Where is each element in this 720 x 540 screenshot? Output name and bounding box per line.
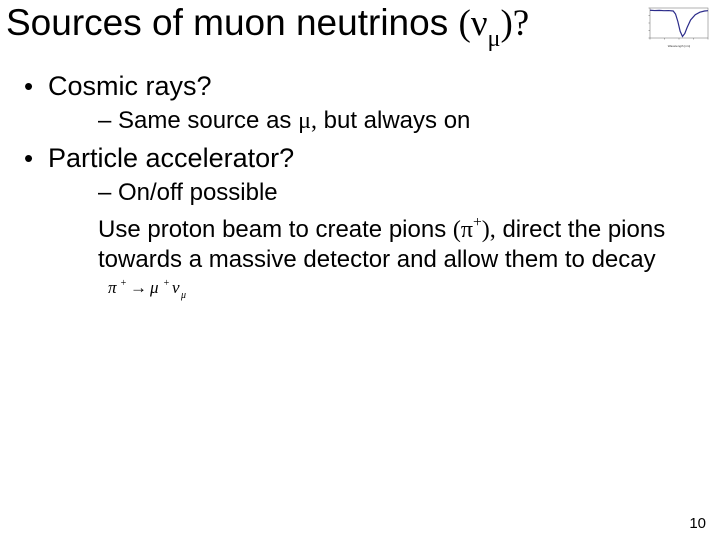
sub-bullet-onoff: On/off possible	[48, 178, 710, 208]
sub-bullet-same-source: Same source as μ, but always on	[48, 106, 710, 136]
decay-equation: π+→μ+νμ	[106, 275, 216, 309]
slide-title: Sources of muon neutrinos (νμ)?	[6, 2, 529, 50]
svg-text:+: +	[163, 278, 170, 289]
bullet-text: Particle accelerator?	[48, 143, 294, 173]
svg-text:μ: μ	[149, 278, 159, 297]
corner-thumbnail-chart: Wavelength [nm]	[642, 6, 710, 48]
svg-text:+: +	[120, 278, 127, 289]
title-symbol: (νμ)?	[458, 3, 529, 44]
svg-text:ν: ν	[172, 278, 180, 297]
svg-text:π: π	[108, 278, 117, 297]
title-main: Sources of muon neutrinos	[6, 2, 448, 43]
svg-text:Wavelength [nm]: Wavelength [nm]	[668, 44, 691, 48]
bullet-cosmic-rays: Cosmic rays? Same source as μ, but alway…	[10, 70, 710, 136]
svg-text:μ: μ	[180, 290, 186, 301]
page-number: 10	[689, 515, 706, 532]
svg-text:→: →	[130, 278, 147, 297]
bullet-particle-accelerator: Particle accelerator? On/off possible Us…	[10, 142, 710, 309]
slide-body: Cosmic rays? Same source as μ, but alway…	[0, 66, 720, 311]
bullet-text: Cosmic rays?	[48, 71, 212, 101]
continuation-proton-beam: Use proton beam to create pions (π+), di…	[48, 214, 710, 309]
